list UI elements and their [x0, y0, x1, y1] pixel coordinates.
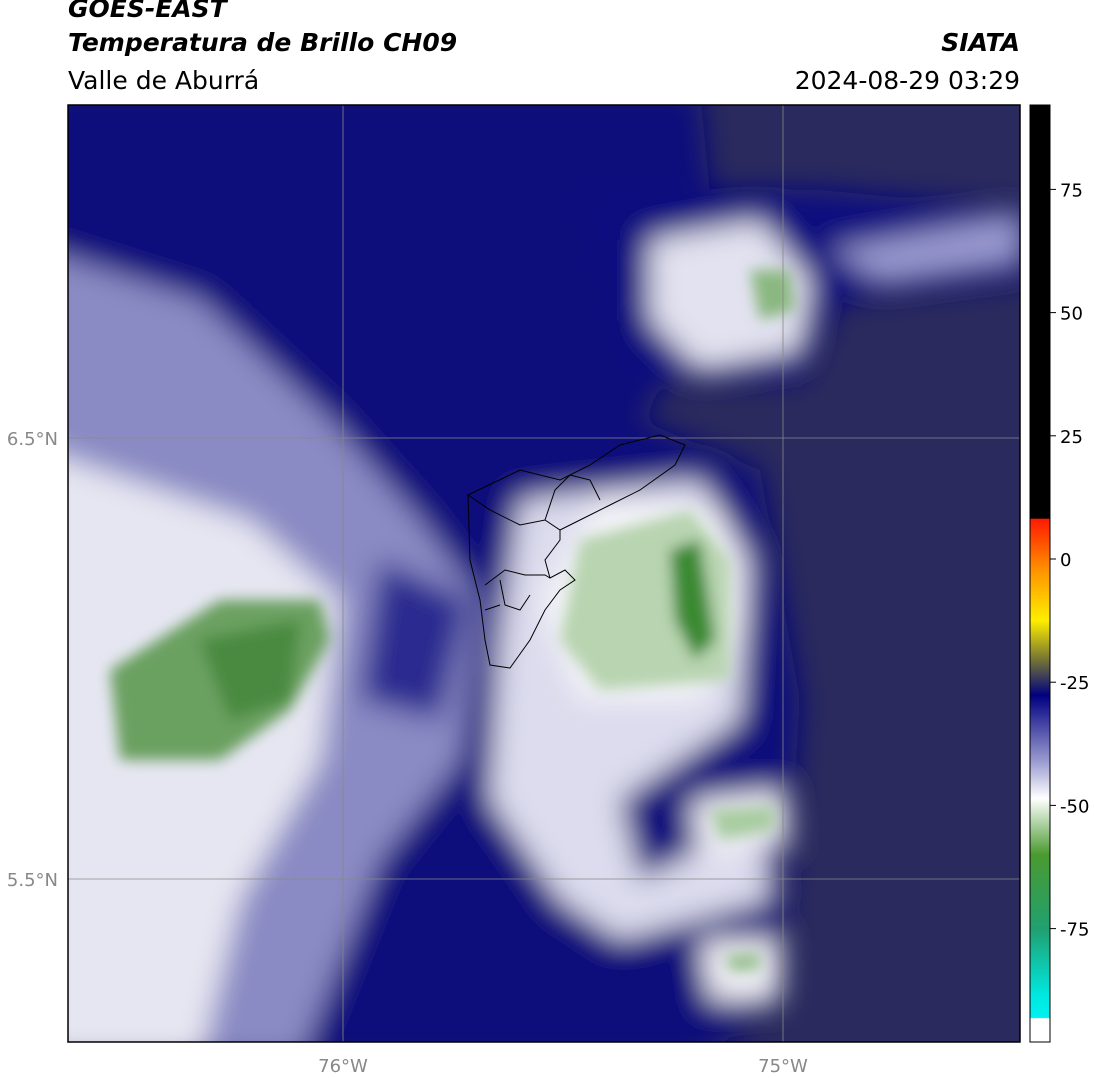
lon-label: 75°W	[758, 1056, 808, 1077]
product-title: Temperatura de Brillo CH09	[68, 28, 458, 57]
source-label: SIATA	[941, 28, 1020, 57]
datetime-label: 2024-08-29 03:29	[794, 66, 1020, 95]
colorbar-tick-label: 0	[1060, 550, 1071, 571]
lon-label: 76°W	[318, 1056, 368, 1077]
region-label: Valle de Aburrá	[68, 66, 260, 95]
municipality-boundaries	[467, 434, 686, 669]
colorbar	[1029, 104, 1051, 1043]
colorbar-tick-label: 25	[1060, 427, 1083, 448]
colorbar-tick-label: 75	[1060, 180, 1083, 201]
satellite-title: GOES-EAST	[68, 0, 227, 23]
colorbar-tick-label: -50	[1060, 796, 1089, 817]
map-frame	[67, 104, 1021, 1043]
lat-label: 6.5°N	[7, 429, 58, 450]
colorbar-tick-label: -25	[1060, 673, 1089, 694]
satellite-image	[68, 105, 1020, 1042]
colorbar-tick-label: -75	[1060, 920, 1089, 941]
colorbar-ticks: 75 50 25 0 -25 -50 -75	[1050, 180, 1089, 941]
lat-label: 5.5°N	[7, 870, 58, 891]
colorbar-tick-label: 50	[1060, 304, 1083, 325]
